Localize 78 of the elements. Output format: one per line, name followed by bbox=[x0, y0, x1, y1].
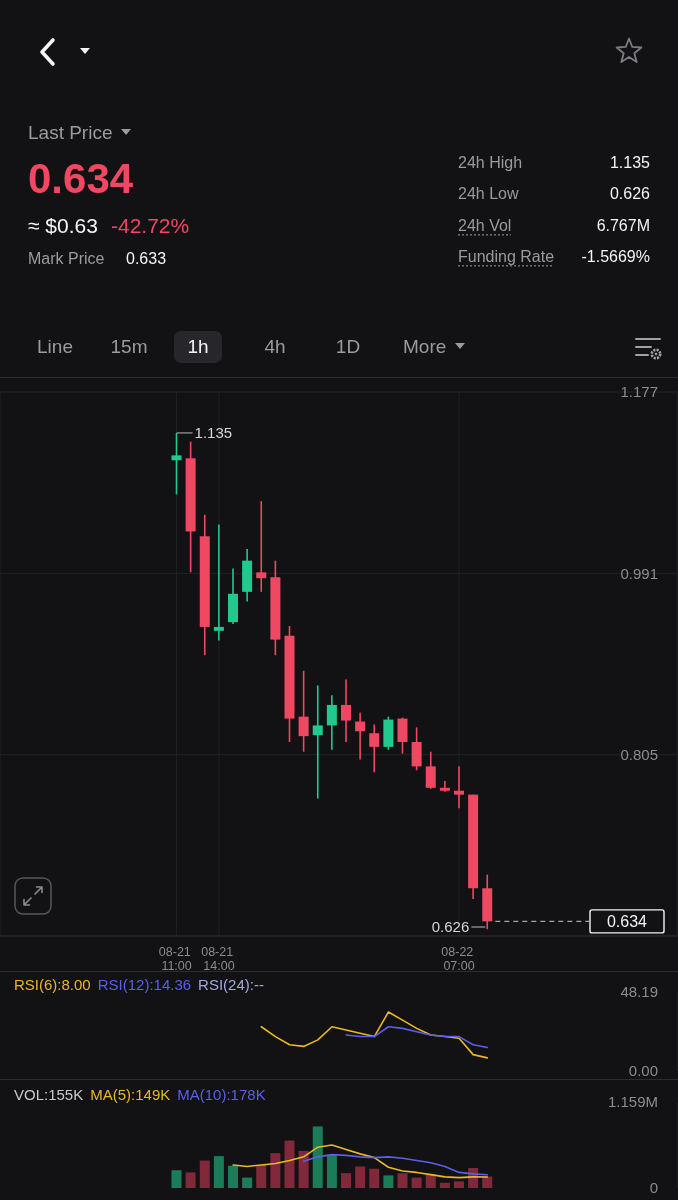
y-tick-label: 0 bbox=[649, 1179, 658, 1197]
text: 1D bbox=[335, 336, 361, 358]
y-tick-label: 48.19 bbox=[620, 983, 658, 1001]
bar bbox=[256, 1165, 267, 1188]
text: MA(10):178K bbox=[177, 1086, 266, 1104]
bar bbox=[171, 1170, 182, 1188]
bar bbox=[397, 1173, 408, 1188]
bar bbox=[270, 1153, 281, 1188]
text: 6.767M bbox=[596, 216, 650, 236]
candlestick bbox=[171, 432, 182, 496]
bar bbox=[341, 1173, 351, 1188]
candlestick bbox=[256, 500, 267, 593]
bar bbox=[411, 1177, 422, 1188]
line-series bbox=[232, 1144, 489, 1179]
text: 24h Vol bbox=[458, 216, 512, 236]
text: Mark Price bbox=[28, 249, 105, 269]
candlestick bbox=[369, 723, 380, 774]
bar bbox=[369, 1168, 380, 1188]
candlestick bbox=[355, 711, 366, 761]
ref-line-label: 0.634 bbox=[606, 912, 648, 930]
y-tick-label: 0.991 bbox=[620, 564, 658, 582]
text: Line bbox=[37, 336, 73, 358]
candlestick bbox=[312, 684, 323, 800]
candlestick bbox=[213, 523, 224, 642]
bar bbox=[213, 1156, 224, 1188]
x-tick-label: 08-21 11:00 bbox=[158, 944, 195, 974]
candlestick bbox=[439, 780, 450, 793]
y-tick-label: 1.177 bbox=[620, 383, 658, 401]
bar bbox=[355, 1166, 366, 1188]
text: 24h Low bbox=[458, 184, 519, 204]
text: -1.5669% bbox=[581, 247, 650, 267]
text: 15m bbox=[110, 336, 148, 358]
text: Last Price bbox=[28, 122, 113, 144]
text: 24h High bbox=[458, 153, 523, 173]
text: 0.633 bbox=[126, 249, 167, 269]
text: 0.634 bbox=[28, 154, 134, 204]
text: 4h bbox=[264, 336, 286, 358]
candlestick bbox=[326, 694, 337, 751]
text: RSI(6):8.00 bbox=[14, 976, 91, 994]
x-tick-label: 08-21 14:00 bbox=[201, 944, 237, 974]
y-tick-label: 0.805 bbox=[620, 745, 658, 763]
bar bbox=[284, 1140, 295, 1188]
candlestick bbox=[298, 670, 309, 753]
y-tick-label: 1.159M bbox=[607, 1093, 658, 1111]
candlestick bbox=[397, 716, 408, 755]
candlestick bbox=[454, 765, 464, 810]
bar bbox=[185, 1172, 196, 1188]
chart-title: VOL:155K bbox=[14, 1086, 84, 1104]
text: RSI(12):14.36 bbox=[97, 976, 192, 994]
legend-label: RSI(24):-- bbox=[198, 976, 264, 994]
text: Funding Rate bbox=[458, 247, 555, 267]
line-series bbox=[345, 1025, 489, 1049]
bar bbox=[482, 1176, 493, 1188]
bar bbox=[228, 1165, 238, 1188]
bar bbox=[312, 1126, 323, 1188]
text: -42.72% bbox=[111, 213, 190, 239]
text: ≈ $0.63 bbox=[28, 213, 98, 239]
bar bbox=[199, 1160, 210, 1188]
line-series bbox=[302, 1153, 489, 1176]
text: More bbox=[403, 336, 447, 358]
candlestick bbox=[425, 750, 436, 790]
line-series bbox=[260, 1011, 489, 1059]
text: 1.135 bbox=[609, 153, 650, 173]
text: MA(5):149K bbox=[90, 1086, 171, 1104]
candlestick bbox=[341, 678, 351, 743]
text: 0.626 bbox=[609, 184, 650, 204]
bar bbox=[383, 1175, 394, 1188]
bar bbox=[326, 1154, 337, 1188]
x-tick-label: 08-22 07:00 bbox=[441, 944, 477, 974]
bar bbox=[425, 1174, 436, 1188]
bar bbox=[242, 1177, 253, 1188]
bar bbox=[298, 1150, 309, 1188]
bar bbox=[454, 1181, 464, 1188]
bar bbox=[439, 1182, 450, 1188]
text: 1h bbox=[187, 336, 209, 358]
y-tick-label: 0.00 bbox=[628, 1062, 658, 1080]
annotation: 0.626 bbox=[431, 918, 470, 936]
annotation: 1.135 bbox=[194, 424, 233, 442]
